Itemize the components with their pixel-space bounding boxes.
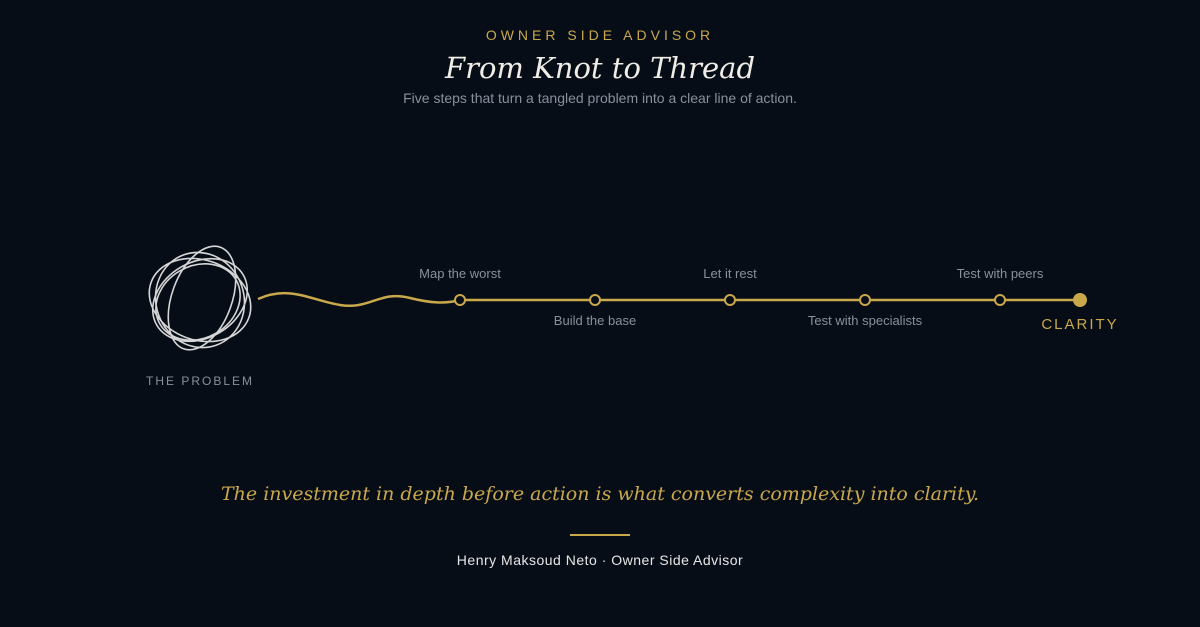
step-label: Test with specialists: [808, 313, 923, 328]
title: From Knot to Thread: [444, 51, 755, 85]
step-node: [589, 294, 601, 306]
signature: Henry Maksoud Neto · Owner Side Advisor: [457, 552, 743, 568]
end-label: CLARITY: [1041, 316, 1118, 333]
step-label: Build the base: [554, 313, 636, 328]
step-label: Test with peers: [957, 266, 1044, 281]
step-node: [994, 294, 1006, 306]
steps: Map the worst Build the base Let it rest Te…: [419, 266, 1044, 328]
subtitle: Five steps that turn a tangled problem i…: [403, 90, 797, 106]
step-label: Let it rest: [703, 266, 757, 281]
step-node: [724, 294, 736, 306]
step-node: [454, 294, 466, 306]
eyebrow: OWNER SIDE ADVISOR: [486, 27, 714, 43]
wavy-thread: [257, 291, 461, 308]
step-node: [859, 294, 871, 306]
end-dot: [1073, 293, 1087, 307]
step-label: Map the worst: [419, 266, 501, 281]
start-label: THE PROBLEM: [146, 374, 254, 388]
quote: The investment in depth before action is…: [221, 483, 979, 505]
knot: [148, 245, 252, 351]
